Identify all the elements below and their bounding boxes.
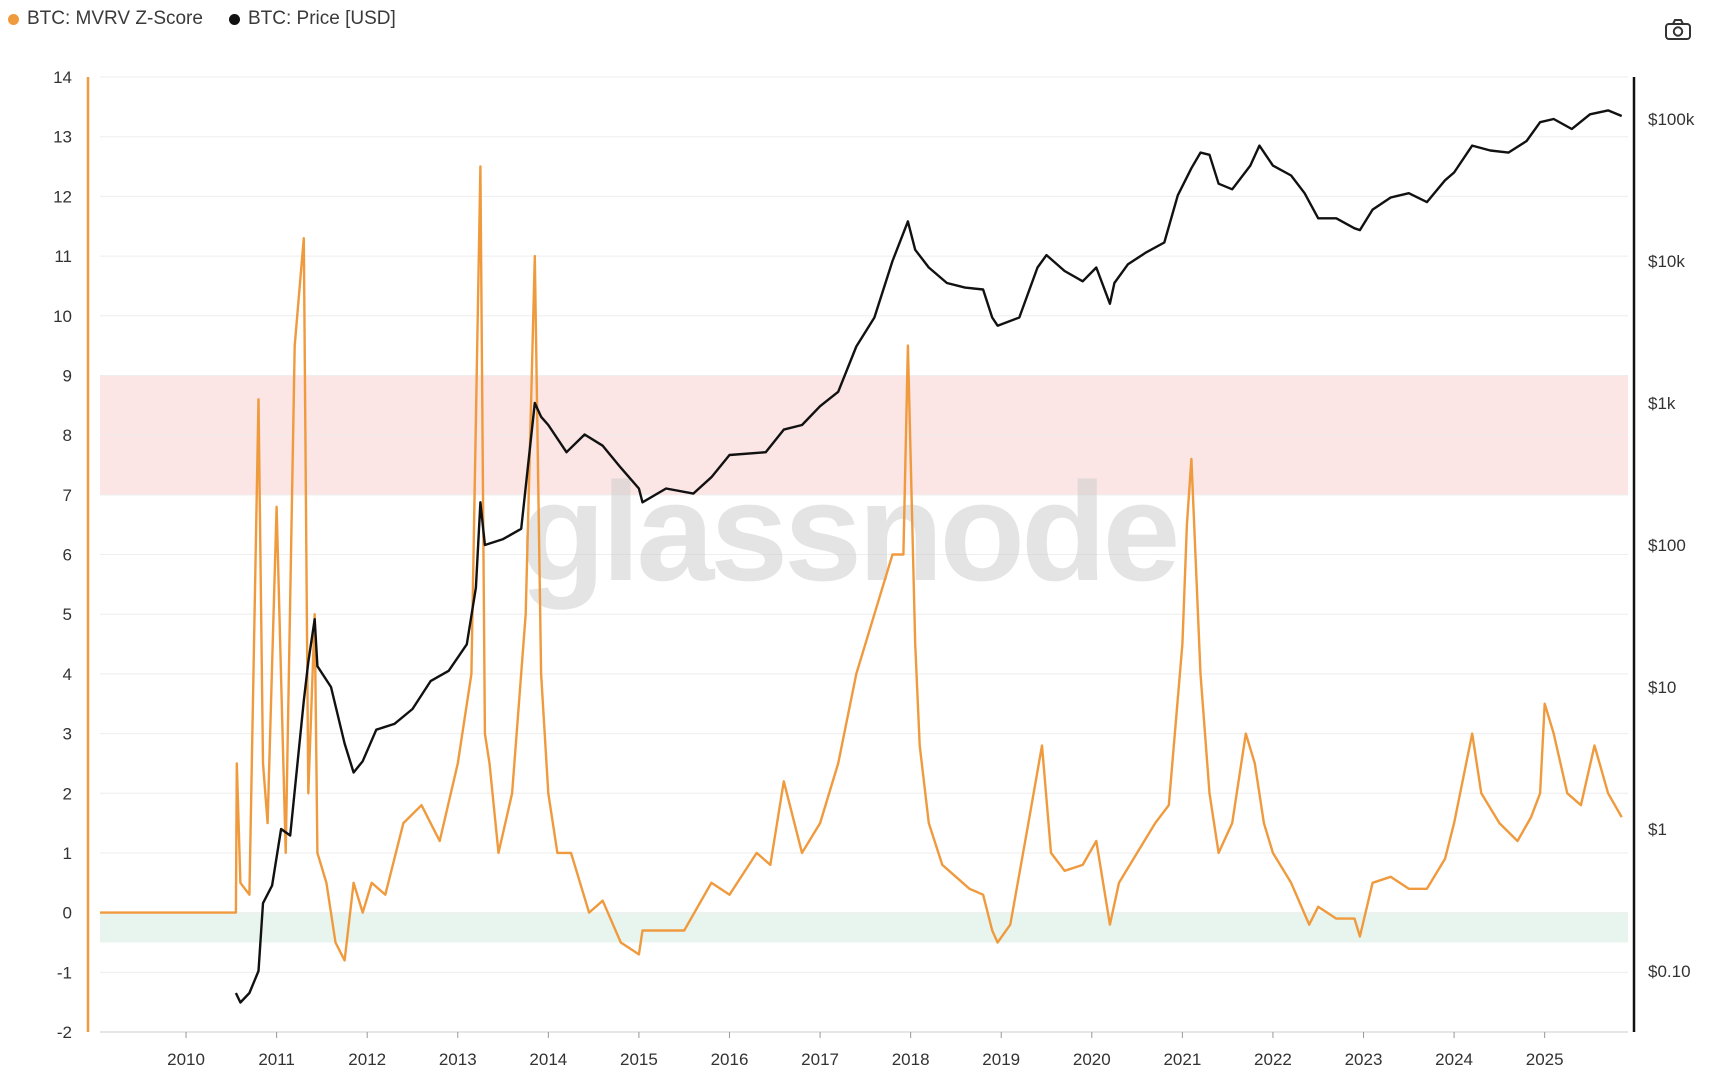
- y-right-tick-label: $0.10: [1648, 962, 1691, 981]
- y-right-tick-label: $1: [1648, 820, 1667, 839]
- x-tick-label: 2011: [258, 1050, 295, 1069]
- x-tick-label: 2013: [439, 1050, 477, 1069]
- y-left-tick-label: 11: [54, 247, 72, 266]
- y-left-tick-label: 0: [63, 904, 72, 923]
- y-right-tick-label: $100: [1648, 536, 1686, 555]
- series-line-mvrv-zscore: [100, 165, 1623, 962]
- x-tick-label: 2016: [711, 1050, 749, 1069]
- y-left-tick-label: 14: [53, 68, 72, 87]
- x-tick-label: 2022: [1254, 1050, 1292, 1069]
- price-legend-label: BTC: Price [USD]: [247, 8, 396, 29]
- price-legend-dot: [228, 13, 240, 25]
- y-right-tick-label: $10k: [1648, 252, 1685, 271]
- y-left-tick-label: 5: [63, 605, 72, 624]
- x-tick-label: 2024: [1435, 1050, 1473, 1069]
- y-left-tick-label: 2: [63, 784, 72, 803]
- chart-legend: BTC: MVRV Z-Score BTC: Price [USD]: [8, 8, 396, 30]
- x-tick-label: 2019: [982, 1050, 1020, 1069]
- x-tick-label: 2018: [892, 1050, 930, 1069]
- y-left-tick-label: 13: [53, 128, 72, 147]
- y-right-tick-label: $100k: [1648, 110, 1695, 129]
- y-left-tick-label: 1: [63, 844, 72, 863]
- x-tick-label: 2020: [1073, 1050, 1111, 1069]
- x-tick-label: 2021: [1163, 1050, 1201, 1069]
- y-left-tick-label: 12: [53, 187, 72, 206]
- x-tick-label: 2025: [1526, 1050, 1564, 1069]
- y-left-tick-label: 3: [63, 725, 72, 744]
- green-zone-band: [100, 912, 1628, 943]
- y-left-tick-label: -1: [57, 963, 72, 982]
- series-line-btc-price: [234, 109, 1623, 1004]
- y-left-tick-label: 9: [63, 366, 72, 385]
- glassnode-watermark: glassnode: [520, 453, 1177, 610]
- legend-item-zscore[interactable]: BTC: MVRV Z-Score: [8, 8, 203, 30]
- x-tick-label: 2010: [167, 1050, 205, 1069]
- y-left-tick-label: 10: [53, 307, 72, 326]
- y-left-tick-label: 6: [63, 546, 72, 565]
- zscore-legend-dot: [8, 13, 19, 25]
- x-tick-label: 2023: [1345, 1050, 1383, 1069]
- y-right-tick-label: $1k: [1648, 394, 1676, 413]
- y-left-tick-label: -2: [57, 1023, 72, 1042]
- x-tick-label: 2014: [529, 1050, 567, 1069]
- y-left-tick-label: 8: [63, 426, 72, 445]
- zscore-legend-label: BTC: MVRV Z-Score: [27, 8, 203, 29]
- legend-item-price[interactable]: BTC: Price [USD]: [228, 8, 396, 30]
- camera-icon[interactable]: [1664, 18, 1692, 42]
- y-left-tick-label: 4: [63, 665, 72, 684]
- x-tick-label: 2015: [620, 1050, 658, 1069]
- y-left-tick-label: 7: [63, 486, 72, 505]
- x-tick-label: 2017: [801, 1050, 839, 1069]
- y-right-tick-label: $10: [1648, 678, 1676, 697]
- x-tick-label: 2012: [348, 1050, 386, 1069]
